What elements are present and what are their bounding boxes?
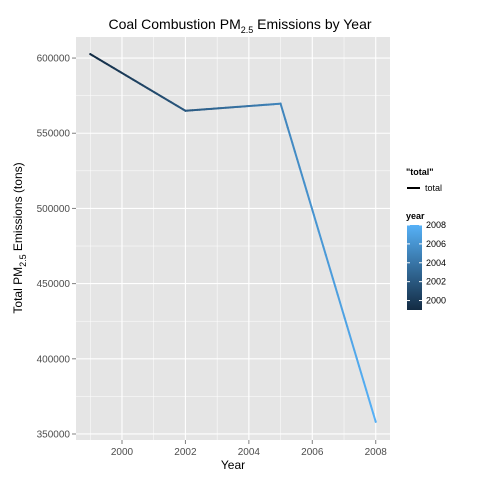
y-axis-title-suffix: Emissions (tons) (11, 162, 25, 254)
series-line-segment (365, 389, 370, 399)
series-line-segment (369, 404, 375, 415)
series-line-segment (317, 229, 323, 240)
colorbar-label: 2000 (426, 296, 446, 306)
legend-line: "total" total (406, 167, 442, 193)
colorbar-label: 2008 (426, 220, 446, 230)
colorbar-ticks: 2008 2006 2004 2002 2000 (407, 220, 446, 306)
chart-title: Coal Combustion PM2.5 Emissions by Year (108, 16, 371, 35)
series-line-segment (327, 261, 332, 272)
series-line-segment (315, 221, 320, 232)
y-tick-label: 350000 (37, 429, 71, 440)
series-line-segment (331, 277, 337, 288)
colorbar (407, 225, 422, 310)
series-line-segment (350, 341, 356, 352)
series-line-segment (284, 118, 289, 129)
series-point (184, 109, 187, 112)
colorbar-label: 2002 (426, 277, 446, 287)
series-line-segment (305, 190, 311, 201)
y-tick-label: 400000 (37, 354, 71, 365)
x-tick-label: 2004 (238, 447, 261, 458)
series-line-segment (353, 349, 358, 360)
series-line-segment (291, 142, 296, 153)
series-line-segment (360, 373, 365, 384)
series-line-segment (289, 134, 294, 145)
legend-line-title: "total" (406, 167, 434, 177)
series-line-segment (308, 198, 313, 209)
chart-title-main: Coal Combustion PM (108, 16, 240, 32)
grid-lines (76, 37, 390, 440)
series-line-segment (293, 150, 299, 161)
x-tick-label: 2006 (301, 447, 324, 458)
series-line-segment (348, 333, 353, 344)
y-tick-label: 600000 (37, 54, 71, 65)
series-lines (89, 53, 377, 423)
tick-labels: 2000 2002 2004 2006 2008 350000 400000 450000 50… (37, 54, 388, 458)
series-line-segment (322, 245, 327, 256)
chart-title-suffix: Emissions by Year (253, 16, 372, 32)
y-tick-label: 450000 (37, 279, 71, 290)
x-axis-title: Year (221, 458, 245, 472)
tick-marks (72, 57, 377, 444)
series-line-segment (312, 214, 318, 224)
plot-panel (76, 37, 390, 440)
y-tick-label: 500000 (37, 204, 71, 215)
series-line-segment (320, 237, 325, 248)
series-point (279, 102, 282, 105)
colorbar-label: 2004 (426, 258, 446, 268)
y-axis-title: Total PM2.5 Emissions (tons) (11, 162, 28, 313)
series-line-segment (324, 253, 330, 264)
series-line-segment (341, 309, 346, 320)
x-tick-label: 2002 (174, 447, 197, 458)
y-axis-title-subscript: 2.5 (18, 254, 28, 267)
series-line-segment (372, 412, 377, 423)
series-line-segment (355, 357, 361, 368)
series-line-segment (300, 174, 306, 185)
legend-color-title: year (406, 211, 425, 221)
series-line-segment (286, 126, 292, 137)
legend-colorbar: year 2008 2006 2004 2002 2000 (406, 211, 446, 310)
series-line-segment (362, 381, 368, 392)
series-line-segment (346, 325, 351, 336)
x-tick-label: 2000 (111, 447, 134, 458)
series-line-segment (296, 158, 301, 169)
series-line-segment (281, 110, 287, 121)
series-line-segment (336, 293, 342, 304)
y-axis-title-main: Total PM (11, 267, 25, 314)
series-line-segment (303, 182, 308, 193)
x-tick-label: 2008 (365, 447, 388, 458)
series-line-segment (310, 206, 315, 217)
series-point (374, 420, 377, 423)
series-line-segment (329, 269, 334, 280)
series-line-segment (298, 166, 303, 177)
series-line-segment (334, 285, 339, 296)
series-point (89, 53, 92, 56)
series-line-segment (343, 317, 349, 328)
series-line-segment (358, 365, 363, 376)
series-line-segment (279, 102, 284, 113)
legend-line-label: total (425, 183, 442, 193)
chart-title-subscript: 2.5 (241, 25, 254, 35)
series-line-segment (339, 301, 344, 312)
series-line-segment (367, 396, 372, 407)
y-tick-label: 550000 (37, 129, 71, 140)
colorbar-label: 2006 (426, 239, 446, 249)
